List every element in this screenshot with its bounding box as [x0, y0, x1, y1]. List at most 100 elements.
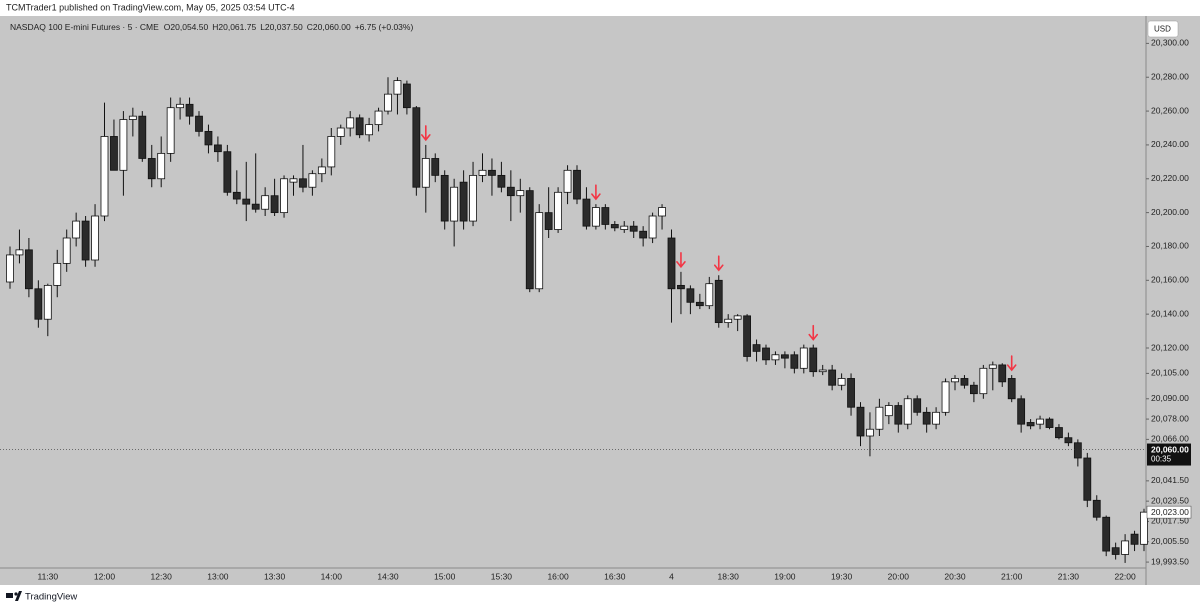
candle-body	[1007, 378, 1016, 400]
candle-body	[573, 169, 581, 200]
candle-body	[856, 406, 865, 437]
candle-body	[743, 315, 751, 357]
candle-body	[15, 249, 24, 256]
candle-body	[875, 406, 884, 430]
candle-body	[1102, 516, 1111, 552]
logo-part	[15, 591, 22, 601]
candle-body	[913, 398, 922, 413]
signal-arrow	[591, 184, 601, 201]
y-tick-label: 20,017.50	[1151, 516, 1189, 526]
x-tick-label: 11:30	[37, 571, 58, 581]
signal-arrow	[808, 324, 819, 341]
candle-body	[686, 288, 695, 303]
candle-body	[459, 181, 468, 222]
footer-brand: TradingView	[25, 592, 77, 603]
candle-body	[393, 80, 402, 95]
candle-body	[261, 195, 270, 210]
candle-body	[847, 378, 855, 408]
y-tick-label: 19,993.50	[1151, 556, 1189, 566]
candle-body	[951, 378, 959, 383]
candle-body	[450, 186, 459, 222]
candle-body	[213, 144, 222, 153]
price-marker-box	[1146, 505, 1192, 519]
candle-body	[34, 288, 43, 320]
candle-body	[677, 284, 685, 290]
candle-body	[157, 152, 166, 180]
candle-body	[771, 354, 780, 361]
x-tick-label: 14:00	[321, 571, 343, 581]
x-tick-label: 19:30	[831, 571, 853, 581]
candle-body	[866, 428, 874, 437]
candle-body	[592, 207, 600, 227]
y-tick-label: 20,105.00	[1151, 368, 1189, 378]
x-tick-label: 13:30	[264, 571, 286, 581]
candle-body	[355, 117, 364, 136]
candle-body	[506, 186, 515, 197]
candle-body	[809, 347, 818, 373]
signal-arrow	[421, 125, 431, 142]
x-tick-label: 12:00	[94, 571, 116, 581]
candle-body	[166, 107, 175, 154]
candle-body	[374, 110, 383, 126]
candle-body	[979, 367, 988, 395]
signal-arrow	[676, 252, 686, 269]
candle-body	[185, 103, 194, 117]
candle-body	[384, 93, 392, 112]
x-tick-label: 16:00	[547, 571, 569, 581]
candle-body	[1026, 422, 1035, 427]
candle-body	[1036, 418, 1044, 425]
currency-box[interactable]	[1147, 20, 1179, 38]
candle-body	[733, 315, 742, 320]
candle-body	[204, 130, 213, 146]
y-tick-label: 20,200.00	[1151, 207, 1189, 217]
candle-body	[62, 237, 71, 264]
candle-body	[336, 127, 345, 137]
x-tick-label: 12:30	[151, 571, 173, 581]
candle-body	[601, 207, 610, 225]
candle-body	[469, 174, 477, 222]
x-tick-label: 18:30	[718, 571, 740, 581]
y-tick-label: 20,180.00	[1151, 241, 1189, 251]
candle-body	[554, 191, 562, 230]
x-tick-label: 22:00	[1114, 571, 1136, 581]
candle-body	[922, 411, 931, 425]
candle-body	[695, 301, 704, 307]
candle-body	[582, 198, 591, 227]
footer-logo	[6, 591, 22, 601]
x-tick-label: 15:00	[434, 571, 456, 581]
x-tick-label: 4	[669, 571, 674, 581]
candle-body	[1017, 398, 1026, 425]
candle-body	[289, 178, 298, 183]
quote-close: C20,060.00	[307, 22, 351, 32]
y-tick-label: 20,240.00	[1151, 139, 1189, 149]
x-tick-label: 20:00	[888, 571, 910, 581]
candle-body	[610, 224, 619, 229]
candle-body	[1083, 457, 1092, 501]
signal-arrow	[713, 255, 724, 272]
candle-body	[91, 215, 99, 261]
x-tick-label: 15:30	[491, 571, 513, 581]
x-tick-label: 21:30	[1058, 571, 1080, 581]
candle-body	[138, 115, 147, 159]
published-note: TCMTrader1 published on TradingView.com,…	[6, 2, 295, 12]
candle-body	[53, 262, 62, 286]
candle-body	[998, 364, 1007, 383]
candle-body	[714, 279, 723, 324]
candle-body	[1064, 437, 1073, 444]
candle-body	[828, 369, 837, 386]
candle-body	[365, 124, 374, 136]
candle-body	[402, 83, 411, 109]
candle-body	[988, 364, 997, 369]
candle-body	[280, 178, 288, 214]
x-tick-label: 13:00	[207, 571, 229, 581]
candle-body	[837, 378, 846, 386]
candle-body	[478, 169, 487, 176]
candle-body	[431, 158, 440, 176]
candle-body	[724, 318, 733, 324]
candle-body	[563, 169, 572, 193]
candle-body	[762, 347, 770, 361]
candle-body	[232, 191, 241, 200]
candle-body	[667, 237, 676, 290]
quote-low: L20,037.50	[260, 22, 303, 32]
candle-body	[818, 369, 827, 373]
